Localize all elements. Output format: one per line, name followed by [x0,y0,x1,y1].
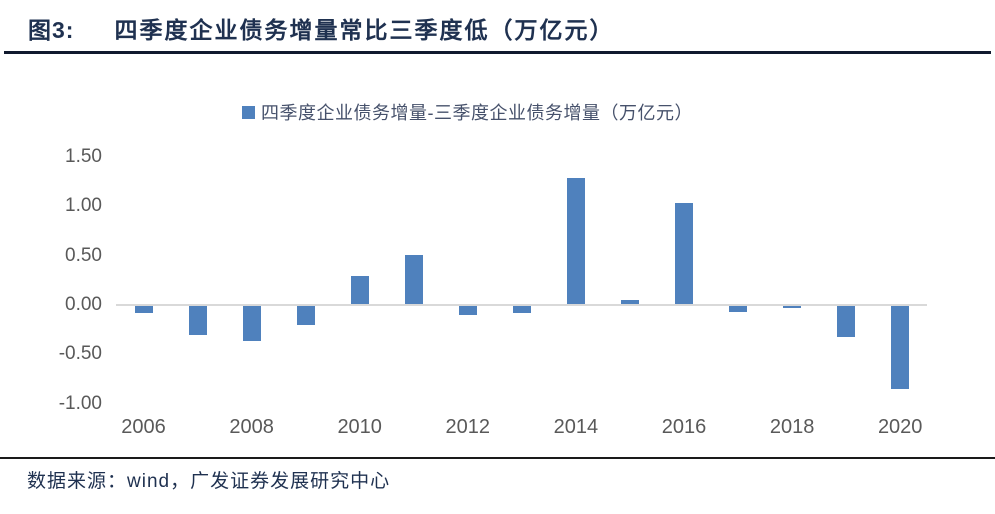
y-axis-tick-label: 0.00 [65,294,102,315]
bar-2016 [675,203,693,304]
chart-legend: 四季度企业债务增量-三季度企业债务增量（万亿元） [242,99,693,125]
bar-2017 [729,306,748,312]
zero-axis-line [116,304,927,306]
bar-2008 [242,306,261,341]
y-axis-tick-label: -1.00 [58,392,102,414]
header-divider [4,51,991,54]
figure-header: 图3: 四季度企业债务增量常比三季度低（万亿元） [28,11,614,45]
bar-2013 [512,306,531,313]
x-axis-tick-label: 2020 [877,416,923,438]
legend-color-swatch [242,105,255,119]
bar-2015 [620,300,639,304]
bar-2007 [188,306,207,335]
x-axis-tick-label: 2016 [661,416,707,438]
bar-2011 [404,254,423,304]
x-axis-tick-label: 2008 [229,416,274,438]
legend-label: 四季度企业债务增量-三季度企业债务增量（万亿元） [261,103,693,123]
y-axis-tick-label: 1.50 [65,146,102,168]
bar-2019 [837,306,856,337]
chart-area: 1.50 1.00 0.50 0.00 -0.50 -1.00 2006 2008 2010 20… [58,146,927,438]
x-axis-tick-label: 2018 [769,416,815,438]
y-axis-tick-label: -0.50 [58,343,102,365]
data-source-note: 数据来源：wind，广发证券发展研究中心 [27,471,391,492]
bar-2018 [783,306,802,308]
figure-title: 四季度企业债务增量常比三季度低（万亿元） [114,17,615,43]
y-axis-tick-label: 1.00 [65,195,102,217]
bar-2012 [458,306,477,315]
y-axis-tick-label: 0.50 [65,244,102,266]
bar-2010 [350,276,369,304]
bar-2014 [566,177,585,304]
x-axis-tick-label: 2014 [553,416,599,438]
x-axis-tick-label: 2012 [445,416,491,438]
bar-2009 [296,306,315,325]
figure-number: 图3: [28,17,75,43]
footer-divider [0,457,995,459]
x-axis-tick-label: 2010 [337,416,382,438]
x-axis-tick-label: 2006 [121,416,166,438]
bar-2006 [134,306,153,313]
bar-2020 [891,306,910,389]
